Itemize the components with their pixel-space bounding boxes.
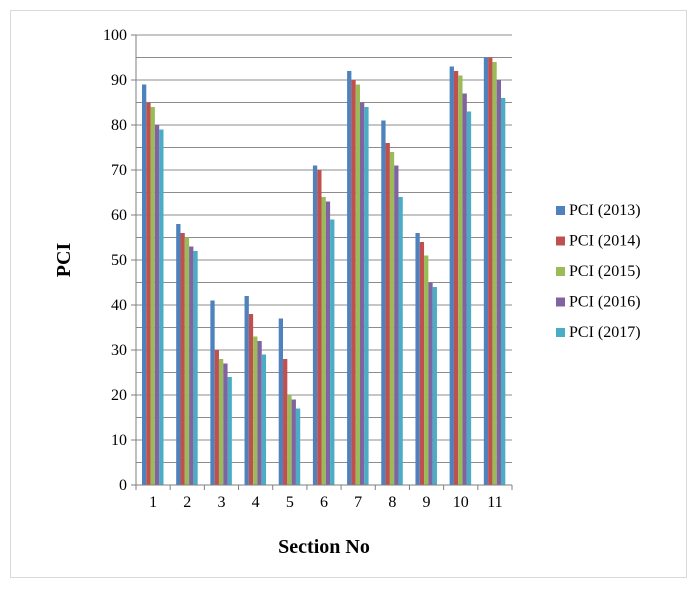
bar-7-5 (364, 107, 369, 485)
legend-swatch (556, 297, 565, 307)
bar-11-4 (496, 80, 502, 485)
bar-7-2 (351, 80, 356, 485)
bar-8-5 (398, 197, 403, 485)
bar-4-3 (253, 336, 258, 485)
axes (131, 34, 513, 490)
bar-6-3 (321, 197, 326, 485)
bar-10-5 (466, 111, 472, 485)
bar-6-2 (317, 170, 322, 485)
bar-5-5 (295, 408, 301, 485)
legend-label: PCI (2017) (569, 324, 641, 341)
bar-8-4 (394, 165, 399, 485)
bar-1-1 (142, 84, 147, 485)
bar-9-4 (428, 282, 433, 485)
x-tick-label: 10 (453, 494, 469, 511)
bar-10-2 (453, 71, 459, 485)
bar-10-3 (458, 75, 463, 485)
bar-1-2 (146, 102, 151, 485)
legend-swatch (556, 206, 565, 215)
y-tick-label: 0 (119, 477, 127, 494)
x-tick-label: 11 (487, 494, 502, 511)
bar-2-2 (180, 233, 185, 485)
y-tick-label: 90 (111, 72, 127, 89)
x-tick-label: 3 (217, 494, 225, 511)
x-tick-label: 1 (149, 494, 157, 511)
bar-7-4 (359, 102, 365, 485)
x-tick-label: 8 (388, 494, 396, 511)
bar-11-1 (483, 57, 489, 485)
y-tick-labels: 0 10 20 30 40 50 60 70 80 90 100 (103, 27, 127, 494)
bars-group (142, 57, 506, 485)
bar-8-3 (389, 152, 395, 485)
bar-3-4 (223, 363, 228, 485)
legend-swatch (556, 267, 565, 276)
bar-4-2 (248, 314, 254, 485)
bar-4-4 (257, 341, 262, 485)
bar-8-1 (381, 120, 386, 485)
x-tick-label: 6 (320, 494, 328, 511)
bar-3-3 (218, 359, 224, 485)
legend-label: PCI (2015) (569, 263, 641, 280)
bar-3-5 (227, 377, 232, 485)
bar-8-2 (385, 143, 390, 485)
y-tick-label: 20 (111, 387, 127, 404)
legend-label: PCI (2014) (569, 233, 641, 250)
bar-4-5 (261, 354, 267, 485)
bar-9-3 (424, 255, 429, 485)
y-tick-label: 60 (111, 207, 127, 224)
bar-9-2 (419, 242, 425, 485)
y-tick-label: 100 (103, 27, 127, 44)
bar-9-5 (432, 287, 437, 485)
bar-2-4 (189, 246, 194, 485)
bar-7-3 (355, 84, 360, 485)
y-tick-label: 70 (111, 162, 127, 179)
bar-2-3 (184, 237, 190, 485)
bar-11-5 (501, 98, 506, 485)
legend: PCI (2013) PCI (2014) PCI (2015) PCI (2016)… (556, 202, 641, 341)
y-tick-label: 80 (111, 117, 127, 134)
bar-6-1 (312, 165, 318, 485)
y-tick-label: 30 (111, 342, 127, 359)
bar-6-4 (325, 201, 331, 485)
bar-11-3 (492, 62, 497, 485)
y-tick-label: 50 (111, 252, 127, 269)
x-tick-label: 9 (423, 494, 431, 511)
bar-7-1 (347, 71, 352, 485)
bar-5-2 (283, 359, 288, 485)
x-tick-label: 5 (286, 494, 294, 511)
x-tick-label: 7 (354, 494, 362, 511)
y-tick-label: 10 (111, 432, 127, 449)
bar-5-3 (287, 395, 292, 485)
bar-3-1 (210, 300, 215, 485)
legend-swatch (556, 328, 565, 337)
bar-2-1 (176, 224, 181, 485)
x-tick-label: 4 (252, 494, 260, 511)
bar-4-1 (244, 296, 249, 485)
bar-6-5 (330, 219, 335, 485)
y-axis-title: PCI (53, 243, 75, 278)
bar-5-4 (291, 399, 296, 485)
bar-1-4 (154, 125, 160, 485)
x-axis-title: Section No (278, 536, 370, 558)
bar-11-2 (488, 57, 493, 485)
bar-10-1 (449, 66, 454, 485)
y-tick-label: 40 (111, 297, 127, 314)
x-tick-labels: 1 2 3 4 5 6 7 8 9 10 11 (149, 494, 503, 511)
legend-label: PCI (2013) (569, 202, 641, 219)
x-tick-label: 2 (183, 494, 191, 511)
bar-1-3 (150, 107, 155, 485)
bar-3-2 (214, 350, 219, 485)
bar-10-4 (462, 93, 467, 485)
legend-label: PCI (2016) (569, 294, 641, 311)
bar-1-5 (159, 129, 164, 485)
bar-9-1 (415, 233, 420, 485)
bar-5-1 (278, 318, 284, 485)
legend-swatch (556, 236, 565, 246)
bar-2-5 (193, 251, 198, 485)
